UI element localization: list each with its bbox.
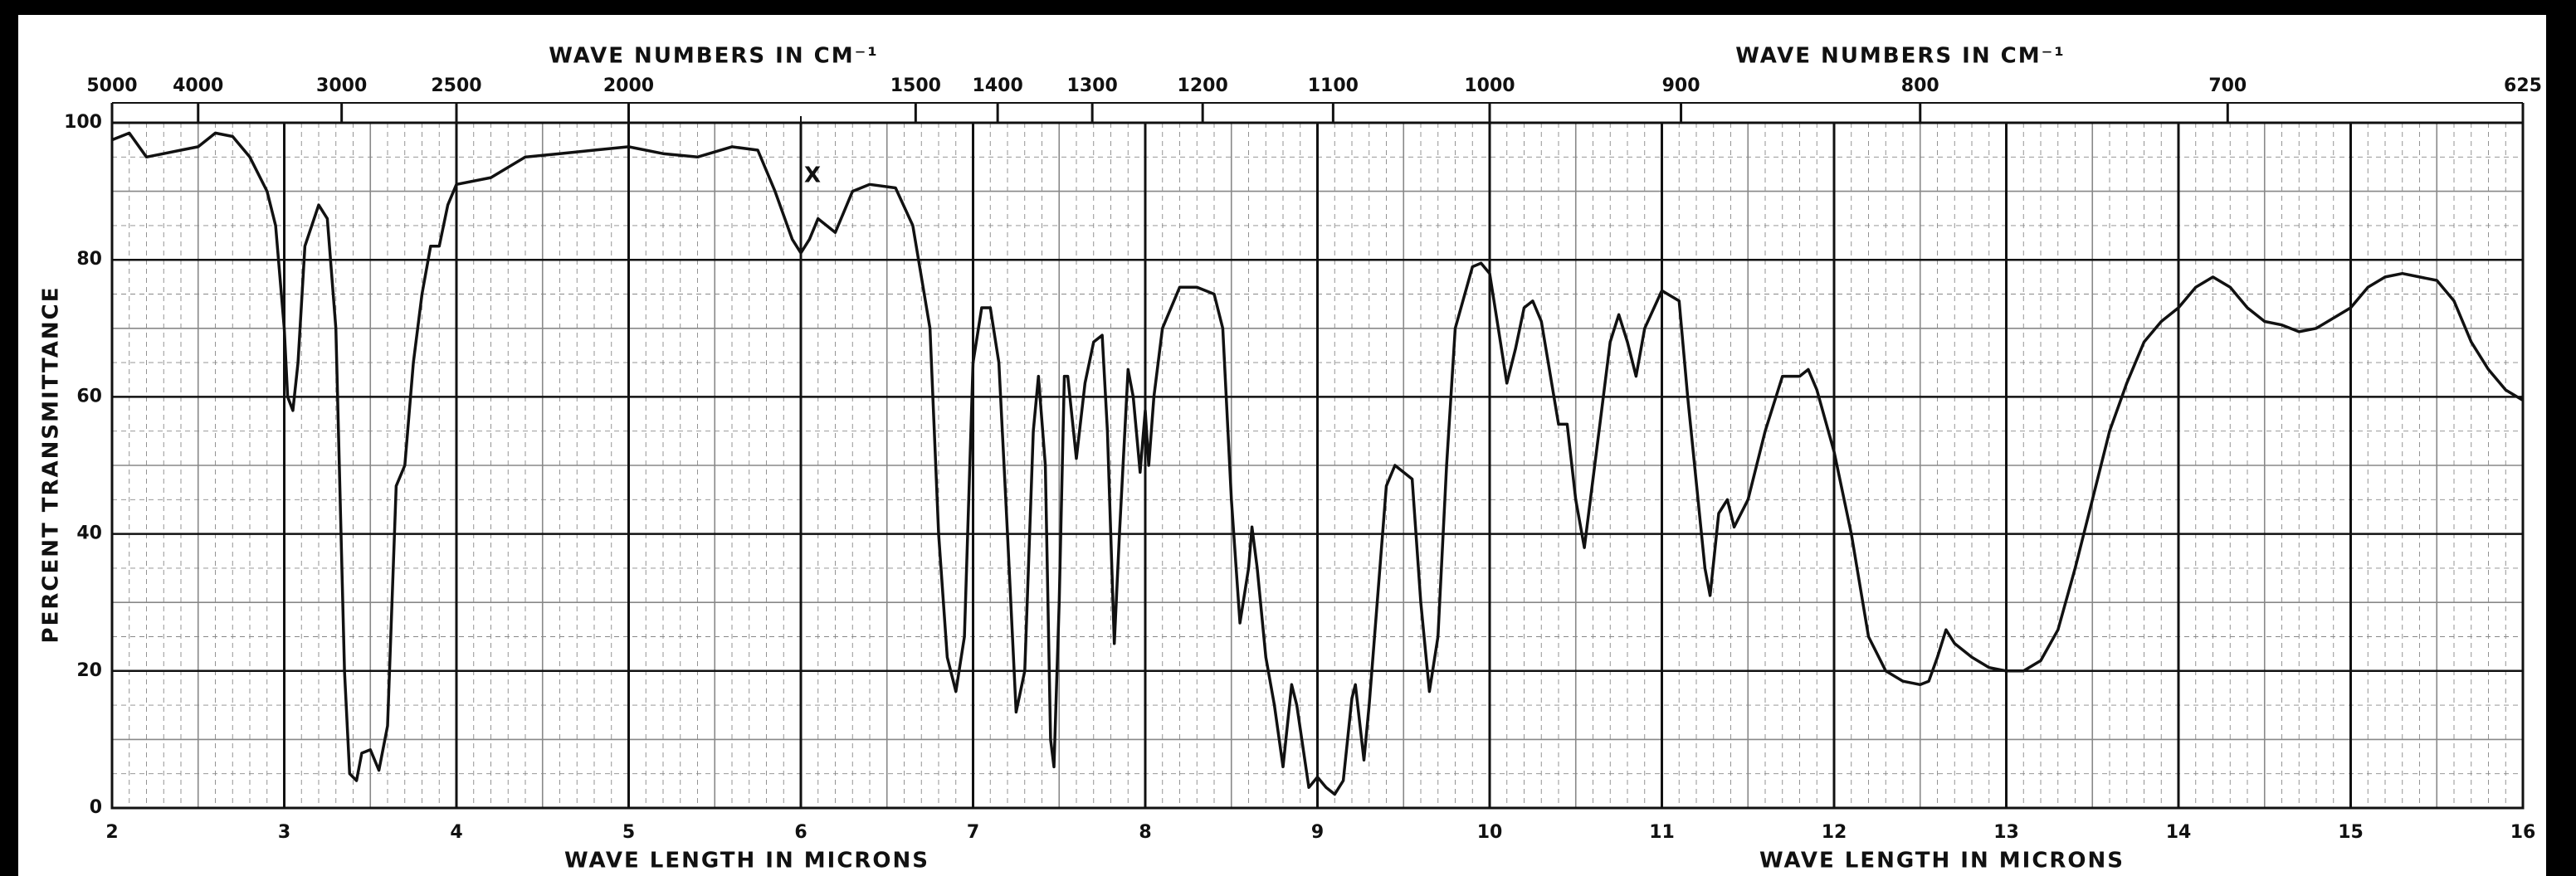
x-tick-label: 6 bbox=[794, 822, 807, 843]
y-tick-label: 40 bbox=[76, 523, 102, 544]
y-tick-label: 60 bbox=[76, 386, 102, 406]
x-tick-label: 14 bbox=[2166, 822, 2192, 843]
x-tick-label: 7 bbox=[967, 822, 979, 843]
y-axis-title: PERCENT TRANSMITTANCE bbox=[39, 286, 64, 644]
x2-tick-label: 625 bbox=[2504, 75, 2542, 96]
x-tick-label: 13 bbox=[1993, 822, 2019, 843]
x-tick-label: 11 bbox=[1649, 822, 1675, 843]
x2-tick-label: 800 bbox=[1901, 75, 1939, 96]
x-tick-label: 10 bbox=[1477, 822, 1503, 843]
x-tick-label: 3 bbox=[278, 822, 290, 843]
x2-tick-label: 3000 bbox=[316, 75, 367, 96]
y-tick-label: 20 bbox=[76, 660, 102, 681]
x2-tick-label: 2000 bbox=[603, 75, 654, 96]
y-tick-label: 100 bbox=[64, 112, 102, 133]
x2-axis-title: WAVE NUMBERS IN CM⁻¹ bbox=[549, 44, 878, 69]
x2-tick-label: 900 bbox=[1662, 75, 1700, 96]
x2-tick-label: 1400 bbox=[973, 75, 1023, 96]
x-tick-label: 8 bbox=[1139, 822, 1151, 843]
x2-tick-label: 1000 bbox=[1464, 75, 1515, 96]
x-tick-label: 5 bbox=[622, 822, 635, 843]
x-tick-label: 2 bbox=[105, 822, 118, 843]
y-tick-label: 80 bbox=[76, 249, 102, 270]
x2-tick-label: 5000 bbox=[86, 75, 137, 96]
x-tick-label: 16 bbox=[2510, 822, 2536, 843]
x-axis-title: WAVE LENGTH IN MICRONS bbox=[564, 849, 929, 874]
annotation: X bbox=[804, 163, 822, 188]
spectrum-line bbox=[111, 131, 2524, 796]
x2-tick-label: 1100 bbox=[1308, 75, 1359, 96]
x-axis-title: WAVE LENGTH IN MICRONS bbox=[1759, 849, 2125, 874]
x2-tick-label: 1300 bbox=[1067, 75, 1118, 96]
x2-tick-label: 1200 bbox=[1178, 75, 1228, 96]
paper bbox=[18, 15, 2546, 876]
x-tick-label: 12 bbox=[1822, 822, 1847, 843]
x2-tick-label: 700 bbox=[2208, 75, 2247, 96]
x-tick-label: 15 bbox=[2338, 822, 2364, 843]
y-tick-label: 0 bbox=[90, 797, 102, 818]
plot-frame bbox=[110, 121, 2525, 810]
x2-tick-label: 2500 bbox=[431, 75, 481, 96]
x-tick-label: 4 bbox=[450, 822, 462, 843]
x2-tick-label: 1500 bbox=[890, 75, 941, 96]
x2-tick-label: 4000 bbox=[173, 75, 223, 96]
x-tick-label: 9 bbox=[1311, 822, 1324, 843]
x2-axis-title: WAVE NUMBERS IN CM⁻¹ bbox=[1735, 44, 2065, 69]
